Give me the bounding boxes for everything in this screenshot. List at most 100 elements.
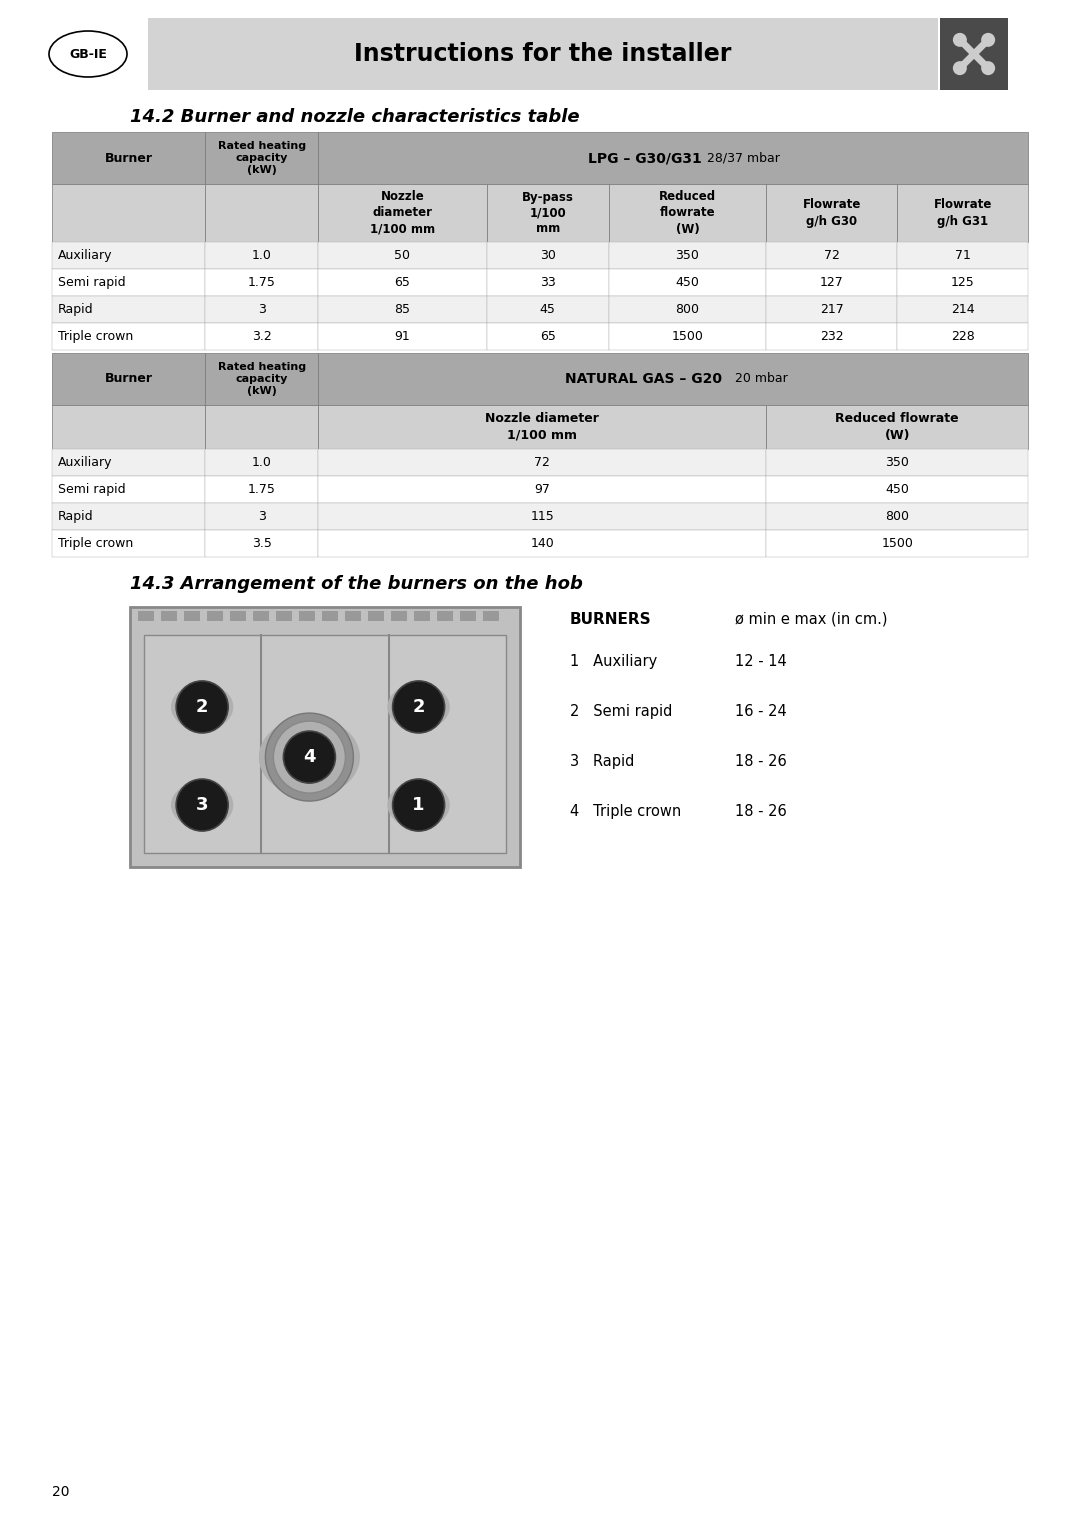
Text: 50: 50: [394, 249, 410, 263]
Bar: [205, 476, 319, 502]
Bar: [207, 611, 222, 621]
Bar: [205, 296, 319, 324]
Text: Semi rapid: Semi rapid: [58, 276, 125, 289]
Bar: [766, 324, 897, 350]
Text: Reduced flowrate
(W): Reduced flowrate (W): [835, 412, 959, 441]
Text: 1: 1: [413, 796, 424, 814]
Text: 16 - 24: 16 - 24: [735, 704, 786, 719]
Bar: [487, 183, 609, 241]
Bar: [52, 296, 205, 324]
Circle shape: [953, 34, 967, 47]
Text: 214: 214: [950, 302, 974, 316]
Text: 3.2: 3.2: [252, 330, 271, 344]
Text: 350: 350: [886, 457, 909, 469]
Ellipse shape: [388, 684, 449, 730]
Text: 20 mbar: 20 mbar: [734, 373, 787, 385]
Circle shape: [176, 779, 228, 831]
Bar: [52, 183, 205, 241]
Text: LPG – G30/G31: LPG – G30/G31: [589, 151, 702, 165]
Bar: [609, 324, 766, 350]
Text: Semi rapid: Semi rapid: [58, 483, 125, 496]
Text: Rated heating
capacity
(kW): Rated heating capacity (kW): [217, 140, 306, 176]
Circle shape: [393, 681, 445, 733]
Bar: [205, 324, 319, 350]
Bar: [940, 18, 1008, 90]
Circle shape: [266, 713, 353, 802]
Text: Burner: Burner: [105, 373, 152, 385]
Bar: [766, 530, 1028, 557]
Text: 33: 33: [540, 276, 555, 289]
Text: 72: 72: [535, 457, 550, 469]
Text: 232: 232: [820, 330, 843, 344]
Bar: [319, 131, 1028, 183]
Bar: [322, 611, 338, 621]
Text: 28/37 mbar: 28/37 mbar: [706, 151, 780, 165]
Bar: [52, 131, 205, 183]
Bar: [319, 296, 487, 324]
Bar: [205, 269, 319, 296]
Ellipse shape: [388, 782, 449, 829]
Text: 450: 450: [886, 483, 909, 496]
Text: 800: 800: [886, 510, 909, 524]
Bar: [487, 241, 609, 269]
Bar: [205, 502, 319, 530]
Text: Burner: Burner: [105, 151, 152, 165]
Text: Triple crown: Triple crown: [58, 538, 133, 550]
Bar: [391, 611, 407, 621]
Text: Rated heating
capacity
(kW): Rated heating capacity (kW): [217, 362, 306, 397]
Circle shape: [393, 779, 445, 831]
Text: 3   Rapid: 3 Rapid: [570, 754, 634, 770]
Text: 228: 228: [950, 330, 974, 344]
Text: 800: 800: [675, 302, 700, 316]
Text: 140: 140: [530, 538, 554, 550]
Text: Nozzle diameter
1/100 mm: Nozzle diameter 1/100 mm: [485, 412, 599, 441]
Text: 1.0: 1.0: [252, 249, 271, 263]
Bar: [205, 183, 319, 241]
Bar: [130, 608, 519, 867]
Bar: [897, 241, 1028, 269]
Circle shape: [273, 721, 346, 793]
Text: 65: 65: [540, 330, 556, 344]
Text: NATURAL GAS – G20: NATURAL GAS – G20: [565, 373, 721, 386]
Text: 4: 4: [303, 748, 315, 767]
Ellipse shape: [259, 718, 360, 797]
Text: Nozzle
diameter
1/100 mm: Nozzle diameter 1/100 mm: [370, 191, 435, 235]
Bar: [319, 324, 487, 350]
Circle shape: [953, 61, 967, 75]
Bar: [897, 269, 1028, 296]
Ellipse shape: [171, 782, 233, 829]
Bar: [609, 241, 766, 269]
Text: Triple crown: Triple crown: [58, 330, 133, 344]
Bar: [460, 611, 476, 621]
Text: Rapid: Rapid: [58, 302, 94, 316]
Circle shape: [283, 731, 336, 783]
Bar: [52, 502, 205, 530]
Text: 20: 20: [52, 1484, 69, 1500]
Bar: [483, 611, 499, 621]
Bar: [766, 183, 897, 241]
Text: 45: 45: [540, 302, 556, 316]
Bar: [184, 611, 200, 621]
Bar: [319, 449, 766, 476]
Text: 127: 127: [820, 276, 843, 289]
Bar: [205, 241, 319, 269]
Text: 1.0: 1.0: [252, 457, 271, 469]
Bar: [766, 476, 1028, 502]
Bar: [319, 241, 487, 269]
Text: 350: 350: [676, 249, 700, 263]
Bar: [144, 635, 507, 854]
Bar: [766, 405, 1028, 449]
Bar: [368, 611, 384, 621]
Ellipse shape: [171, 684, 233, 730]
Bar: [766, 296, 897, 324]
Bar: [766, 269, 897, 296]
Bar: [609, 183, 766, 241]
Bar: [414, 611, 430, 621]
Text: Flowrate
g/h G30: Flowrate g/h G30: [802, 199, 861, 228]
Circle shape: [176, 681, 228, 733]
Bar: [897, 324, 1028, 350]
Text: 3: 3: [258, 510, 266, 524]
Bar: [52, 530, 205, 557]
Bar: [319, 476, 766, 502]
Bar: [205, 353, 319, 405]
